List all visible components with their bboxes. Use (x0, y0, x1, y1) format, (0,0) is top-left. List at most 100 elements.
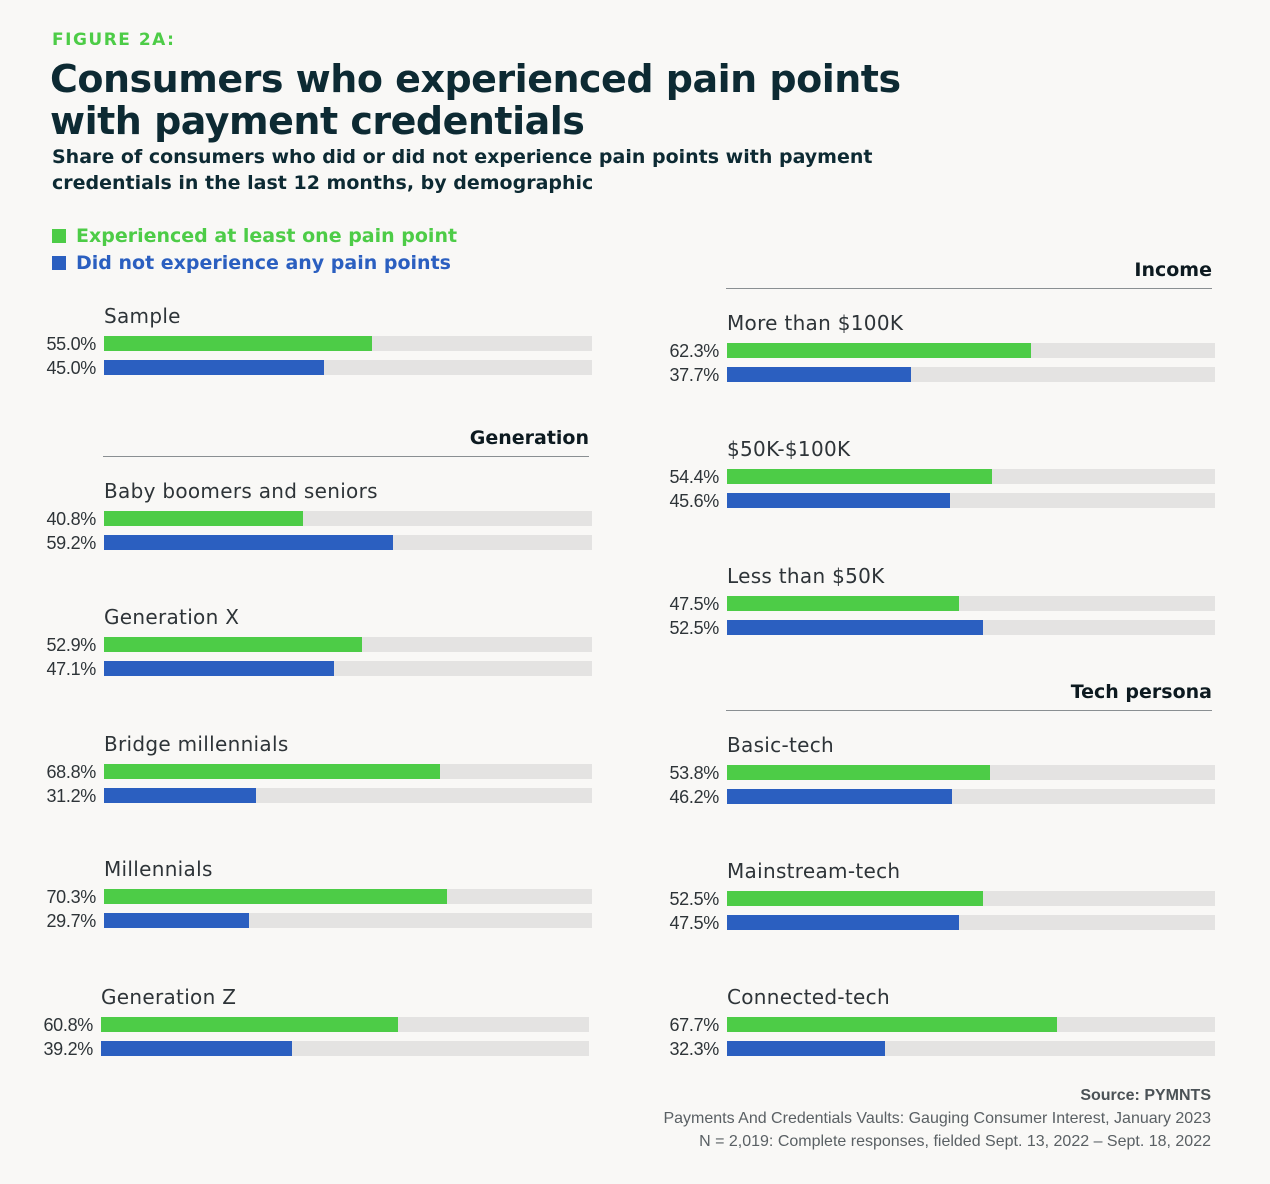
bar-row-not-experienced: 47.1% (0, 659, 592, 679)
bar-track (727, 469, 1215, 484)
bar-experienced (104, 336, 373, 351)
bar-not-experienced (727, 367, 911, 382)
group-label: Bridge millennials (104, 732, 289, 756)
bar-track (727, 891, 1215, 906)
group-label: Basic-tech (727, 733, 834, 757)
source-sample: N = 2,019: Complete responses, fielded S… (699, 1133, 1211, 1150)
bar-group-generation-x: Generation X 52.9% 47.1% (0, 605, 600, 685)
chart-subtitle: Share of consumers who did or did not ex… (52, 146, 873, 194)
bar-experienced (104, 764, 440, 779)
bar-experienced (101, 1017, 398, 1032)
bar-track (104, 360, 592, 375)
bar-track (104, 889, 592, 904)
bar-track (727, 1017, 1215, 1032)
bar-track (727, 1041, 1215, 1056)
value-label: 59.2% (46, 533, 96, 553)
bar-experienced (727, 1017, 1058, 1032)
bar-row-experienced: 70.3% (0, 887, 592, 907)
bar-group-more-than-100k: More than $100K 62.3% 37.7% (623, 311, 1223, 391)
bar-track (104, 661, 592, 676)
value-label: 37.7% (669, 365, 719, 385)
bar-row-experienced: 54.4% (623, 467, 1215, 487)
bar-row-not-experienced: 31.2% (0, 786, 592, 806)
bar-track (727, 596, 1215, 611)
bar-row-experienced: 52.5% (623, 889, 1215, 909)
bar-group-less-than-50k: Less than $50K 47.5% 52.5% (623, 564, 1223, 644)
value-label: 45.6% (669, 491, 719, 511)
group-label: Generation X (104, 605, 240, 629)
bar-experienced (727, 343, 1032, 358)
value-label: 62.3% (669, 341, 719, 361)
group-label: Less than $50K (727, 564, 885, 588)
bar-group-mainstream-tech: Mainstream-tech 52.5% 47.5% (623, 859, 1223, 939)
bar-not-experienced (104, 913, 249, 928)
group-label: Millennials (104, 857, 213, 881)
bar-track (104, 336, 592, 351)
bar-track (104, 637, 592, 652)
legend: Experienced at least one pain point Did … (52, 222, 457, 276)
bar-not-experienced (104, 535, 393, 550)
bar-row-not-experienced: 32.3% (623, 1039, 1215, 1059)
bar-experienced (727, 891, 984, 906)
value-label: 47.5% (669, 594, 719, 614)
value-label: 68.8% (46, 762, 96, 782)
bar-row-experienced: 60.8% (0, 1015, 589, 1035)
group-label: More than $100K (727, 311, 904, 335)
source-report: Payments And Credentials Vaults: Gauging… (663, 1110, 1211, 1127)
group-label: Sample (104, 304, 181, 328)
section-header-generation: Generation (103, 426, 589, 457)
bar-group-generation-z: Generation Z 60.8% 39.2% (0, 985, 597, 1065)
bar-row-not-experienced: 46.2% (623, 787, 1215, 807)
bar-experienced (727, 765, 990, 780)
bar-row-experienced: 47.5% (623, 594, 1215, 614)
bar-row-experienced: 40.8% (0, 509, 592, 529)
legend-item-experienced: Experienced at least one pain point (52, 222, 457, 249)
value-label: 55.0% (46, 334, 96, 354)
bar-not-experienced (104, 788, 257, 803)
group-label: Mainstream-tech (727, 859, 901, 883)
value-label: 60.8% (43, 1015, 93, 1035)
section-header-tech-persona: Tech persona (726, 680, 1212, 711)
bar-track (104, 535, 592, 550)
bar-group-connected-tech: Connected-tech 67.7% 32.3% (623, 985, 1223, 1065)
bar-row-experienced: 55.0% (0, 334, 592, 354)
bar-track (727, 915, 1215, 930)
bar-row-not-experienced: 39.2% (0, 1039, 589, 1059)
bar-group-baby-boomers-and-seniors: Baby boomers and seniors 40.8% 59.2% (0, 479, 600, 559)
bar-row-experienced: 62.3% (623, 341, 1215, 361)
bar-track (727, 789, 1215, 804)
legend-swatch-not-experienced (52, 255, 66, 270)
bar-row-experienced: 53.8% (623, 763, 1215, 783)
value-label: 46.2% (669, 787, 719, 807)
group-label: Generation Z (101, 985, 237, 1009)
bar-not-experienced (104, 661, 334, 676)
chart-title: Consumers who experienced pain points wi… (50, 57, 901, 143)
value-label: 45.0% (46, 358, 96, 378)
bar-row-experienced: 67.7% (623, 1015, 1215, 1035)
bar-row-experienced: 52.9% (0, 635, 592, 655)
value-label: 47.5% (669, 913, 719, 933)
bar-track (104, 788, 592, 803)
bar-track (727, 343, 1215, 358)
bar-experienced (104, 637, 363, 652)
bar-row-experienced: 68.8% (0, 762, 592, 782)
group-label: Connected-tech (727, 985, 890, 1009)
bar-not-experienced (104, 360, 324, 375)
legend-item-not-experienced: Did not experience any pain points (52, 249, 457, 276)
bar-group-bridge-millennials: Bridge millennials 68.8% 31.2% (0, 732, 600, 812)
bar-track (104, 764, 592, 779)
bar-row-not-experienced: 29.7% (0, 911, 592, 931)
value-label: 40.8% (46, 509, 96, 529)
bar-not-experienced (727, 1041, 885, 1056)
bar-not-experienced (727, 493, 950, 508)
value-label: 54.4% (669, 467, 719, 487)
bar-not-experienced (727, 620, 984, 635)
bar-row-not-experienced: 37.7% (623, 365, 1215, 385)
group-label: Baby boomers and seniors (104, 479, 378, 503)
bar-experienced (727, 596, 959, 611)
value-label: 52.9% (46, 635, 96, 655)
bar-experienced (727, 469, 993, 484)
value-label: 39.2% (43, 1039, 93, 1059)
bar-experienced (104, 511, 304, 526)
legend-swatch-experienced (52, 228, 66, 243)
